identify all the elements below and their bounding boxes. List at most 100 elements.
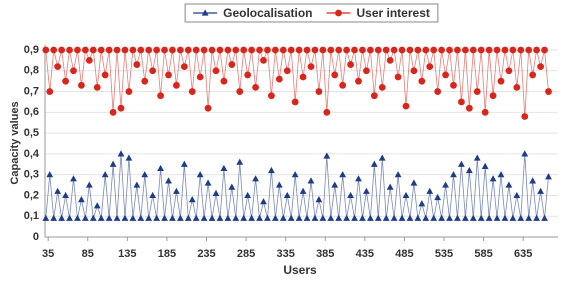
data-point [212,67,220,75]
data-point [204,179,212,186]
data-point [89,214,97,221]
data-point [366,46,374,54]
data-point [355,77,362,85]
data-point [430,214,438,221]
legend-marker [335,9,342,17]
data-point [458,160,465,167]
data-point [228,183,236,190]
data-point [382,46,390,54]
data-point [390,46,398,54]
data-point [489,92,497,100]
data-point [279,214,287,221]
data-point [454,46,461,54]
data-point [62,77,69,85]
data-point [46,171,54,178]
data-point [303,46,311,54]
x-tick-label: 85 [82,248,94,260]
data-point [287,214,295,221]
data-point [283,67,291,75]
data-point [461,46,469,54]
data-point [537,63,544,71]
data-point [228,61,236,68]
data-point [240,46,248,54]
data-point [248,214,256,221]
data-point [374,46,382,54]
data-point [493,214,501,221]
data-point [521,113,529,120]
data-point [509,214,517,221]
data-point [180,63,188,71]
legend-label: User interest [356,6,429,20]
data-point [275,75,283,83]
data-point [109,160,117,167]
data-point [390,214,398,221]
data-point [410,179,418,186]
x-tick-label: 585 [474,248,492,260]
data-point [287,46,295,54]
data-point [414,214,422,221]
y-axis-title: Capacity values [9,101,21,184]
data-point [54,63,62,71]
data-point [240,214,248,221]
data-point [473,88,481,95]
data-point [169,214,176,221]
data-point [335,46,343,54]
data-point [438,214,446,221]
data-point [533,214,541,221]
data-point [343,46,351,54]
data-point [402,102,410,110]
data-point [157,92,164,100]
data-point [327,46,335,54]
data-point [386,183,394,190]
data-point [101,171,109,178]
data-point [501,214,509,221]
y-tick-label: 0,7 [24,85,39,97]
data-point [188,88,196,95]
data-point [117,150,125,157]
data-point [133,61,141,68]
data-point [398,214,406,221]
y-tick-label: 0,8 [24,65,39,77]
data-point [153,46,161,54]
data-point [113,214,121,221]
data-point [141,171,149,178]
data-point [220,164,228,172]
x-tick-label: 635 [514,248,532,260]
data-point [58,214,66,221]
x-tick-label: 535 [435,248,453,260]
legend: Geolocalisation User interest [184,3,439,23]
data-point [236,158,244,165]
data-point [529,177,537,184]
data-point [311,46,319,54]
data-point [307,177,315,184]
data-point [398,46,406,54]
data-point [343,214,351,221]
data-point [279,46,287,54]
data-point [78,196,85,203]
data-point [394,171,402,178]
data-point [81,46,89,54]
y-tick-label: 0,5 [24,127,39,139]
data-point [176,214,184,221]
x-tick-label: 335 [276,248,294,260]
data-point [327,214,335,221]
data-point [101,71,109,79]
data-point [275,181,283,188]
data-point [513,84,521,91]
data-point [497,171,505,178]
data-point [125,88,133,95]
data-point [232,214,240,221]
x-tick-label: 35 [42,248,54,260]
data-point [315,196,323,203]
data-point [359,214,366,221]
data-point [469,214,477,221]
data-point [256,46,263,54]
data-point [85,56,93,64]
data-point [74,214,81,221]
data-point [141,77,149,85]
data-point [224,214,232,221]
data-point [184,214,192,221]
data-point [410,67,418,75]
data-point [422,214,430,221]
data-point [105,214,113,221]
